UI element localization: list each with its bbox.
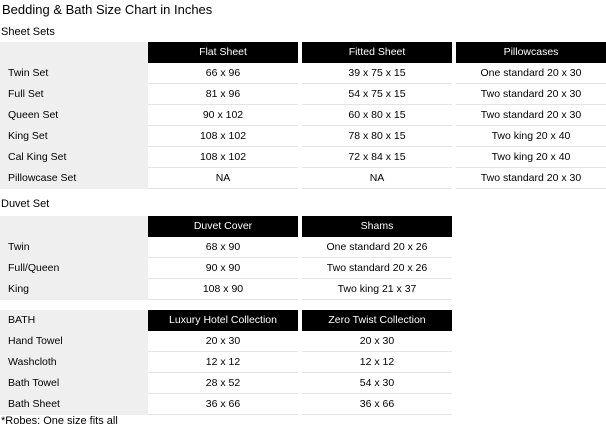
- data-cell: 36 x 66: [302, 394, 452, 415]
- row-label: Bath Towel: [8, 377, 60, 389]
- data-cell: 72 x 84 x 15: [302, 147, 452, 168]
- column-header: Pillowcases: [456, 42, 606, 63]
- data-cell: Two standard 20 x 26: [302, 258, 452, 279]
- data-cell: 90 x 102: [148, 105, 298, 126]
- table-column: Zero Twist Collection 20 x 30 12 x 12 54 x …: [302, 310, 452, 415]
- row-label: Full/Queen: [8, 262, 60, 274]
- data-cell: One standard 20 x 26: [302, 237, 452, 258]
- row-label: King: [8, 283, 30, 295]
- data-cell: 90 x 90: [148, 258, 298, 279]
- table-corner-label: BATH: [8, 314, 36, 326]
- row-label-column: Twin Full/Queen King: [0, 216, 148, 300]
- row-label: Washcloth: [8, 356, 57, 368]
- row-label-column: BATH Hand Towel Washcloth Bath Towel Bath Sh…: [0, 310, 148, 415]
- column-header: Duvet Cover: [148, 216, 298, 237]
- data-cell: 20 x 30: [302, 331, 452, 352]
- data-cell: 20 x 30: [148, 331, 298, 352]
- column-header: Zero Twist Collection: [302, 310, 452, 331]
- table-column: Luxury Hotel Collection 20 x 30 12 x 12 28 …: [148, 310, 298, 415]
- data-cell: 68 x 90: [148, 237, 298, 258]
- column-header: Fitted Sheet: [302, 42, 452, 63]
- bath-table: BATH Hand Towel Washcloth Bath Towel Bath Sh…: [0, 310, 452, 415]
- data-cell: 12 x 12: [302, 352, 452, 373]
- duvet-set-table: Twin Full/Queen King Duvet Cover 68 x 90 90 x…: [0, 216, 452, 300]
- row-label: Full Set: [8, 88, 44, 100]
- data-cell: 78 x 80 x 15: [302, 126, 452, 147]
- row-label: Queen Set: [8, 109, 59, 121]
- data-cell: 12 x 12: [148, 352, 298, 373]
- row-label: Bath Sheet: [8, 398, 60, 410]
- table-column: Shams One standard 20 x 26 Two standard 20…: [302, 216, 452, 300]
- data-cell: 66 x 96: [148, 63, 298, 84]
- data-cell: Two king 20 x 40: [456, 126, 606, 147]
- data-cell: 36 x 66: [148, 394, 298, 415]
- data-cell: 108 x 90: [148, 279, 298, 300]
- data-cell: Two standard 20 x 30: [456, 105, 606, 126]
- row-label: King Set: [8, 130, 48, 142]
- section-label-duvet-set: Duvet Set: [1, 198, 50, 210]
- table-corner-label: [0, 216, 148, 237]
- row-label: Twin Set: [8, 67, 49, 79]
- data-cell: 108 x 102: [148, 147, 298, 168]
- row-label-column: Twin Set Full Set Queen Set King Set Cal Kin…: [0, 42, 148, 189]
- page-title: Bedding & Bath Size Chart in Inches: [2, 2, 213, 17]
- row-label: Cal King Set: [8, 151, 67, 163]
- section-label-sheet-sets: Sheet Sets: [1, 26, 55, 38]
- sheet-sets-table: Twin Set Full Set Queen Set King Set Cal Kin…: [0, 42, 606, 189]
- table-column: Flat Sheet 66 x 96 81 x 96 90 x 102 108 x 10…: [148, 42, 298, 189]
- column-header: Flat Sheet: [148, 42, 298, 63]
- data-cell: Two standard 20 x 30: [456, 168, 606, 189]
- data-cell: 108 x 102: [148, 126, 298, 147]
- data-cell: 39 x 75 x 15: [302, 63, 452, 84]
- data-cell: Two standard 20 x 30: [456, 84, 606, 105]
- row-label: Twin: [8, 241, 30, 253]
- table-column: Fitted Sheet 39 x 75 x 15 54 x 75 x 15 60 x…: [302, 42, 452, 189]
- column-header: Shams: [302, 216, 452, 237]
- data-cell: One standard 20 x 30: [456, 63, 606, 84]
- data-cell: 81 x 96: [148, 84, 298, 105]
- data-cell: Two king 20 x 40: [456, 147, 606, 168]
- data-cell: 54 x 75 x 15: [302, 84, 452, 105]
- data-cell: 28 x 52: [148, 373, 298, 394]
- data-cell: Two king 21 x 37: [302, 279, 452, 300]
- table-column: Pillowcases One standard 20 x 30 Two stand…: [456, 42, 606, 189]
- data-cell: 54 x 30: [302, 373, 452, 394]
- row-label: Hand Towel: [8, 335, 63, 347]
- table-column: Duvet Cover 68 x 90 90 x 90 108 x 90: [148, 216, 298, 300]
- data-cell: NA: [148, 168, 298, 189]
- robes-footnote: *Robes: One size fits all: [1, 415, 118, 427]
- row-label: Pillowcase Set: [8, 172, 77, 184]
- data-cell: 60 x 80 x 15: [302, 105, 452, 126]
- column-header: Luxury Hotel Collection: [148, 310, 298, 331]
- table-corner-label: [0, 42, 148, 63]
- data-cell: NA: [302, 168, 452, 189]
